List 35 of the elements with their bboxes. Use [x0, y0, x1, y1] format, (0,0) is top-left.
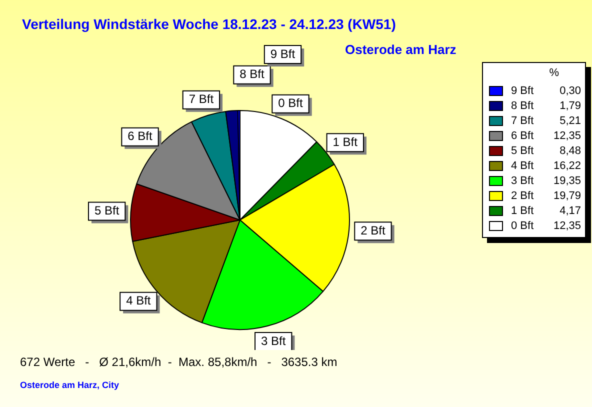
data-label: 4,17: [558, 204, 581, 216]
legend-label: 1 Bft: [511, 204, 535, 216]
legend-label: 5 Bft: [511, 144, 535, 156]
slice-label: 5 Bft: [94, 204, 120, 218]
legend-label: 9 Bft: [511, 84, 535, 96]
slice-label: 8 Bft: [240, 67, 265, 82]
slice-label: 4 Bft: [126, 294, 152, 308]
category-label: 9 Bft: [270, 46, 296, 61]
legend-label: 0 Bft: [511, 220, 535, 232]
data-label: 12,35: [552, 220, 581, 232]
data-label: 12,35: [552, 130, 581, 142]
legend-label: 6 Bft: [511, 130, 535, 142]
slice-label: 3 Bft: [261, 334, 286, 348]
legend-label: 2 Bft: [511, 190, 535, 202]
slice-label: 7 Bft: [188, 92, 214, 106]
data-label: 19,79: [552, 190, 581, 202]
slice-label: 1 Bft: [332, 134, 358, 149]
legend-title: %: [548, 67, 560, 79]
data-label: 8,48: [558, 144, 581, 156]
legend-label: 3 Bft: [511, 174, 535, 186]
slice-label: 0 Bft: [278, 96, 304, 110]
data-label: 16,22: [552, 160, 581, 172]
legend-label: 4 Bft: [511, 160, 535, 172]
legend-label: 8 Bft: [511, 100, 535, 112]
text: 672 Werte - Ø 21,6km/h - Max. 85,8km/h - 3635.3 km: [20, 355, 338, 369]
chart-subtitle: Osterode am Harz: [345, 42, 456, 57]
chart-title: Verteilung Windstärke Woche 18.12.23 - 24.12.23 (KW51): [22, 16, 396, 32]
data-label: 5,21: [558, 114, 581, 126]
text: Osterode am Harz, City: [20, 380, 120, 390]
legend-label: 7 Bft: [511, 114, 535, 126]
data-label: 0,30: [558, 84, 581, 96]
data-label: 1,79: [558, 100, 581, 112]
data-label: 19,35: [552, 174, 581, 186]
slice-label: 2 Bft: [360, 223, 386, 238]
slice-label: 6 Bft: [128, 129, 154, 144]
